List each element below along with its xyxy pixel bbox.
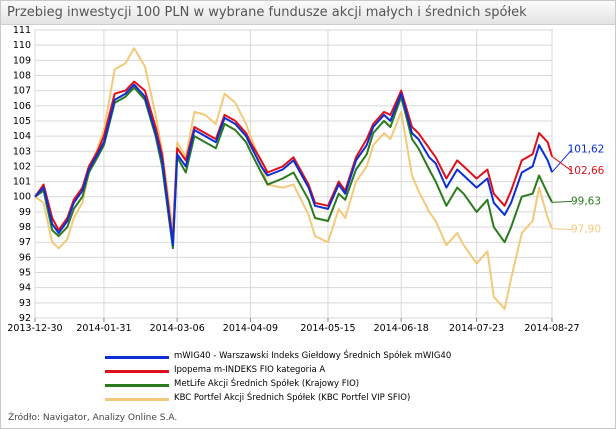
x-tick-label: 2014-04-09	[223, 323, 278, 334]
y-tick-label: 104	[13, 131, 31, 142]
y-tick-label: 93	[19, 298, 31, 309]
end-value-label: 101,62	[568, 143, 605, 155]
legend-item: mWIG40 - Warszawski Indeks Giełdowy Śred…	[97, 350, 517, 364]
end-label-leader	[551, 200, 573, 203]
x-tick-label: 2013-12-30	[7, 323, 62, 334]
legend-swatch	[105, 370, 169, 373]
y-tick-label: 103	[13, 146, 31, 157]
line-chart: 92 93 94 95 96 97 98 99 100 101 102 103 104 105 106 107…	[7, 25, 605, 334]
end-label-leader	[551, 228, 573, 231]
x-tick-label: 2014-01-31	[76, 323, 131, 334]
series-line	[34, 83, 553, 247]
source-note: Źródło: Navigator, Analizy Online S.A.	[8, 413, 178, 423]
y-tick-label: 97	[19, 237, 31, 248]
y-tick-label: 106	[13, 101, 31, 112]
legend-label: Ipopema m-INDEKS FIO kategoria A	[174, 365, 326, 375]
chart-title: Przebieg inwestycji 100 PLN w wybrane fu…	[7, 5, 527, 20]
y-tick-label: 107	[13, 86, 31, 97]
legend-item: MetLife Akcji Średnich Spółek (Krajowy F…	[97, 378, 517, 392]
y-tick-label: 102	[13, 161, 31, 172]
legend-swatch	[105, 384, 169, 387]
y-tick-label: 92	[19, 313, 31, 324]
y-tick-label: 111	[13, 25, 31, 36]
y-tick-label: 99	[19, 207, 31, 218]
title-bar: Przebieg inwestycji 100 PLN w wybrane fu…	[1, 1, 615, 25]
y-tick-label: 95	[19, 268, 31, 279]
x-tick-label: 2014-06-18	[374, 323, 429, 334]
legend-item: Ipopema m-INDEKS FIO kategoria A	[97, 364, 517, 378]
y-tick-label: 105	[13, 116, 31, 127]
end-value-label: 99,63	[571, 195, 601, 207]
series-line	[34, 80, 553, 244]
end-value-label: 102,66	[568, 165, 605, 177]
legend-label: MetLife Akcji Średnich Spółek (Krajowy F…	[174, 379, 360, 389]
legend-label: mWIG40 - Warszawski Indeks Giełdowy Śred…	[174, 351, 452, 361]
legend-swatch	[105, 398, 169, 401]
y-tick-label: 108	[13, 70, 31, 81]
x-tick-label: 2014-05-15	[300, 323, 355, 334]
legend-item: KBC Portfel Akcji Średnich Spółek (KBC P…	[97, 392, 517, 406]
end-label-leader	[551, 156, 573, 172]
x-tick-label: 2014-03-06	[150, 323, 205, 334]
x-tick-label: 2014-08-27	[524, 323, 579, 334]
x-tick-label: 2014-07-23	[449, 323, 504, 334]
end-label-leader	[551, 149, 573, 173]
y-tick-label: 94	[19, 283, 31, 294]
y-tick-label: 100	[13, 192, 31, 203]
y-tick-label: 101	[13, 177, 31, 188]
y-tick-label: 110	[13, 40, 31, 51]
y-tick-label: 96	[19, 252, 31, 263]
legend-swatch	[105, 356, 169, 359]
y-tick-label: 98	[19, 222, 31, 233]
end-value-label: 97,90	[571, 224, 601, 236]
y-tick-label: 109	[13, 55, 31, 66]
legend: mWIG40 - Warszawski Indeks Giełdowy Śred…	[97, 350, 517, 406]
series-line	[34, 47, 553, 310]
legend-label: KBC Portfel Akcji Średnich Spółek (KBC P…	[174, 393, 411, 403]
